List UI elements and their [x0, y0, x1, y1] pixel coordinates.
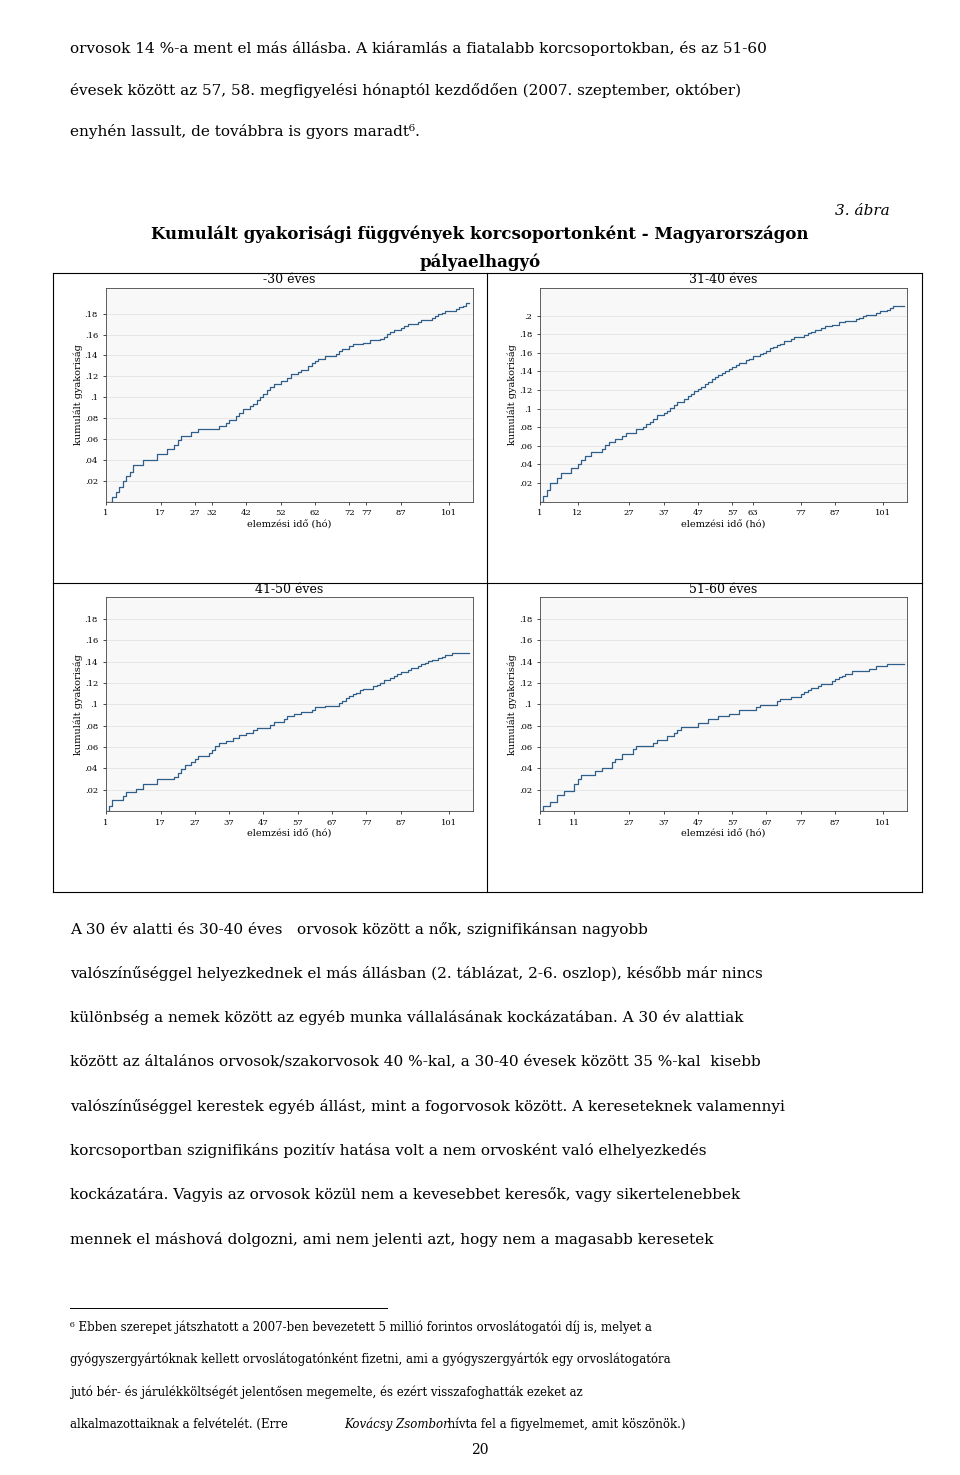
Y-axis label: kumulált gyakoriság: kumulált gyakoriság — [74, 344, 84, 445]
Text: jutó bér- és járulékköltségét jelentősen megemelte, és ezért visszafoghatták eze: jutó bér- és járulékköltségét jelentősen… — [70, 1385, 583, 1398]
Text: hívta fel a figyelmemet, amit köszönök.): hívta fel a figyelmemet, amit köszönök.) — [444, 1417, 686, 1431]
Title: 41-50 éves: 41-50 éves — [255, 583, 324, 596]
Text: A 30 év alatti és 30-40 éves   orvosok között a nők, szignifikánsan nagyobb: A 30 év alatti és 30-40 éves orvosok köz… — [70, 922, 648, 937]
Text: pályaelhagyó: pályaelhagyó — [420, 254, 540, 271]
Text: között az általános orvosok/szakorvosok 40 %-kal, a 30-40 évesek között 35 %-kal: között az általános orvosok/szakorvosok … — [70, 1055, 761, 1068]
X-axis label: elemzési idő (hó): elemzési idő (hó) — [247, 519, 331, 530]
Text: korcsoportban szignifikáns pozitív hatása volt a nem orvosként való elhelyezkedé: korcsoportban szignifikáns pozitív hatás… — [70, 1143, 707, 1158]
Y-axis label: kumulált gyakoriság: kumulált gyakoriság — [74, 653, 84, 755]
Text: mennek el máshová dolgozni, ami nem jelenti azt, hogy nem a magasabb keresetek: mennek el máshová dolgozni, ami nem jele… — [70, 1232, 713, 1246]
Text: gyógyszergyártóknak kellett orvoslátogatónként fizetni, ami a gyógyszergyártók e: gyógyszergyártóknak kellett orvoslátogat… — [70, 1353, 671, 1366]
Text: 20: 20 — [471, 1443, 489, 1456]
Text: orvosok 14 %-a ment el más állásba. A kiáramlás a fiatalabb korcsoportokban, és : orvosok 14 %-a ment el más állásba. A ki… — [70, 41, 767, 56]
Title: 31-40 éves: 31-40 éves — [689, 273, 757, 286]
Text: valószínűséggel helyezkednek el más állásban (2. táblázat, 2-6. oszlop), később : valószínűséggel helyezkednek el más állá… — [70, 966, 763, 981]
Text: 3. ábra: 3. ábra — [835, 204, 890, 217]
Text: kockázatára. Vagyis az orvosok közül nem a kevesebbet keresők, vagy sikerteleneb: kockázatára. Vagyis az orvosok közül nem… — [70, 1187, 740, 1202]
Title: 51-60 éves: 51-60 éves — [689, 583, 757, 596]
Text: Kumulált gyakorisági függvények korcsoportonként - Magyarországon: Kumulált gyakorisági függvények korcsopo… — [152, 226, 808, 243]
Text: valószínűséggel kerestek egyéb állást, mint a fogorvosok között. A kereseteknek : valószínűséggel kerestek egyéb állást, m… — [70, 1099, 785, 1114]
Y-axis label: kumulált gyakoriság: kumulált gyakoriság — [508, 344, 517, 445]
X-axis label: elemzési idő (hó): elemzési idő (hó) — [247, 829, 331, 839]
Y-axis label: kumulált gyakoriság: kumulált gyakoriság — [508, 653, 517, 755]
X-axis label: elemzési idő (hó): elemzési idő (hó) — [682, 829, 766, 839]
Text: évesek között az 57, 58. megfigyelési hónaptól kezdődően (2007. szeptember, októ: évesek között az 57, 58. megfigyelési hó… — [70, 83, 741, 97]
Text: Kovácsy Zsombor: Kovácsy Zsombor — [344, 1417, 448, 1431]
Text: ⁶ Ebben szerepet játszhatott a 2007-ben bevezetett 5 millió forintos orvoslátoga: ⁶ Ebben szerepet játszhatott a 2007-ben … — [70, 1320, 652, 1333]
X-axis label: elemzési idő (hó): elemzési idő (hó) — [682, 519, 766, 530]
Text: különbség a nemek között az egyéb munka vállalásának kockázatában. A 30 év alatt: különbség a nemek között az egyéb munka … — [70, 1010, 744, 1025]
Text: alkalmazottaiknak a felvételét. (Erre: alkalmazottaiknak a felvételét. (Erre — [70, 1417, 292, 1431]
Text: enyhén lassult, de továbbra is gyors maradt⁶.: enyhén lassult, de továbbra is gyors mar… — [70, 124, 420, 139]
Title: -30 éves: -30 éves — [263, 273, 316, 286]
